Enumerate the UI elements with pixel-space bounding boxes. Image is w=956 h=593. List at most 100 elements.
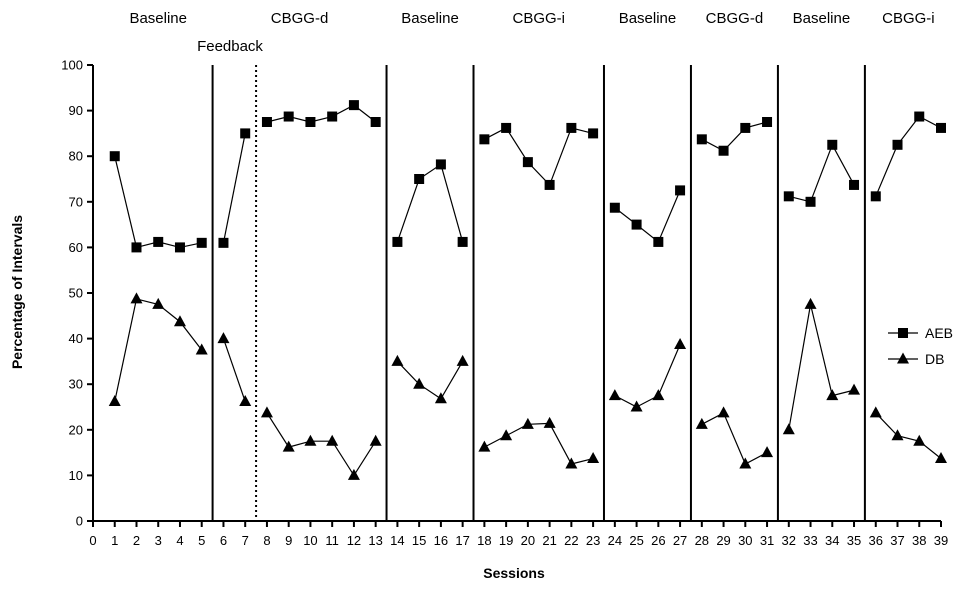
- aeb-data-point: [870, 191, 881, 202]
- series-aeb: [109, 100, 946, 253]
- legend: AEB DB: [888, 325, 953, 367]
- aeb-data-point: [218, 237, 229, 248]
- y-tick-label: 50: [69, 286, 83, 301]
- db-data-point: [391, 354, 404, 366]
- x-tick-label: 24: [608, 533, 622, 548]
- aeb-data-point: [805, 196, 816, 207]
- db-data-point: [630, 400, 643, 412]
- x-tick-label: 5: [198, 533, 205, 548]
- aeb-data-point: [762, 117, 773, 127]
- aeb-data-point: [109, 151, 120, 162]
- db-line-segment: [396, 360, 464, 400]
- aeb-line-segment: [396, 163, 464, 243]
- phase-label: CBGG-i: [512, 10, 565, 27]
- db-data-point: [500, 429, 513, 441]
- aeb-data-point: [675, 185, 686, 196]
- phase-label: Baseline: [129, 10, 187, 27]
- aeb-line-segment: [701, 121, 768, 152]
- db-data-point: [282, 440, 295, 452]
- phase-label: Baseline: [619, 10, 677, 27]
- x-tick-label: 6: [220, 533, 227, 548]
- db-data-point: [543, 416, 556, 428]
- aeb-data-point: [827, 139, 838, 150]
- x-axis-title: Sessions: [483, 565, 545, 581]
- y-tick-label: 0: [76, 514, 83, 529]
- x-tick-label: 11: [325, 533, 339, 548]
- db-data-point: [695, 417, 708, 429]
- legend-label-aeb: AEB: [925, 325, 953, 341]
- db-data-point: [108, 395, 121, 407]
- series-db: [108, 292, 947, 480]
- db-data-point: [935, 452, 947, 464]
- aeb-data-point: [566, 122, 577, 133]
- aeb-data-point: [131, 242, 142, 253]
- legend-label-db: DB: [925, 351, 944, 367]
- x-tick-label: 29: [716, 533, 730, 548]
- y-tick-label: 60: [69, 240, 83, 255]
- db-line-segment: [875, 412, 942, 459]
- y-tick-label: 40: [69, 331, 83, 346]
- x-tick-label: 17: [455, 533, 469, 548]
- db-data-point: [195, 343, 208, 355]
- db-line-segment: [114, 298, 203, 402]
- aeb-data-point: [174, 242, 185, 253]
- db-data-point: [565, 457, 578, 469]
- db-data-point: [326, 434, 339, 446]
- db-data-point: [761, 446, 774, 458]
- db-line-segment: [788, 304, 855, 430]
- aeb-data-point: [348, 100, 359, 111]
- y-tick-label: 90: [69, 103, 83, 118]
- aeb-data-point: [457, 236, 468, 247]
- db-data-point: [434, 392, 447, 404]
- aeb-data-point: [609, 202, 620, 213]
- aeb-data-point: [914, 111, 925, 122]
- db-line-segment: [222, 338, 246, 402]
- phase-label: CBGG-d: [706, 10, 764, 27]
- aeb-data-point: [544, 179, 555, 190]
- aeb-data-point: [153, 236, 164, 247]
- aeb-line-segment: [484, 127, 594, 187]
- aeb-data-point: [936, 122, 946, 133]
- aeb-data-point: [283, 111, 294, 122]
- x-tick-label: 18: [477, 533, 491, 548]
- x-tick-label: 7: [242, 533, 249, 548]
- db-data-point: [173, 315, 186, 327]
- aeb-data-point: [392, 236, 403, 247]
- db-data-point: [739, 457, 752, 469]
- db-line-segment: [266, 412, 377, 477]
- db-data-point: [674, 338, 687, 350]
- x-tick-label: 3: [155, 533, 162, 548]
- y-tick-label: 100: [61, 58, 83, 73]
- x-tick-label: 39: [934, 533, 948, 548]
- aeb-data-point: [327, 111, 338, 122]
- series-group: [108, 100, 947, 480]
- db-data-point: [217, 332, 230, 344]
- x-tick-label: 15: [412, 533, 426, 548]
- x-tick-label: 27: [673, 533, 687, 548]
- legend-marker-aeb: [898, 328, 908, 338]
- x-tick-label: 32: [782, 533, 796, 548]
- y-tick-label: 30: [69, 377, 83, 392]
- aeb-data-point: [479, 134, 490, 145]
- aeb-line-segment: [266, 104, 377, 123]
- aeb-data-point: [849, 179, 860, 190]
- aeb-data-point: [653, 236, 664, 247]
- x-tick-label: 21: [542, 533, 556, 548]
- x-tick-label: 0: [89, 533, 96, 548]
- db-data-point: [717, 406, 730, 418]
- x-tick-label: 25: [629, 533, 643, 548]
- db-data-point: [304, 434, 317, 446]
- aeb-data-point: [740, 122, 751, 133]
- x-tick-label: 34: [825, 533, 839, 548]
- x-tick-label: 14: [390, 533, 404, 548]
- aeb-data-point: [588, 128, 599, 139]
- x-tick-label: 8: [263, 533, 270, 548]
- x-tick-label: 1: [111, 533, 118, 548]
- db-data-point: [260, 406, 273, 418]
- db-data-point: [869, 406, 882, 418]
- x-tick-label: 19: [499, 533, 513, 548]
- x-tick-label: 9: [285, 533, 292, 548]
